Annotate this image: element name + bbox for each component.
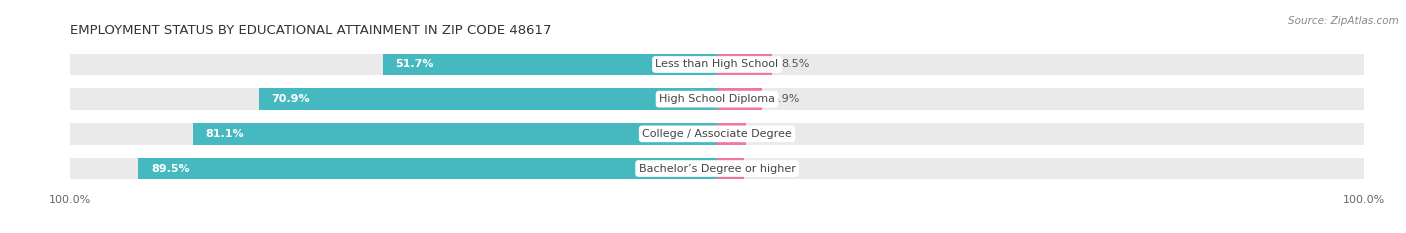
- Bar: [717, 88, 1364, 110]
- Bar: [382, 54, 717, 75]
- Bar: [717, 158, 744, 179]
- Bar: [717, 123, 1364, 145]
- Bar: [70, 54, 717, 75]
- Bar: [717, 88, 762, 110]
- Bar: [138, 158, 717, 179]
- Text: 8.5%: 8.5%: [782, 59, 810, 69]
- Text: 4.5%: 4.5%: [756, 129, 785, 139]
- Bar: [717, 123, 747, 145]
- Bar: [717, 158, 1364, 179]
- Legend: In Labor Force, Unemployed: In Labor Force, Unemployed: [607, 230, 827, 233]
- Text: 81.1%: 81.1%: [205, 129, 245, 139]
- Text: 51.7%: 51.7%: [395, 59, 434, 69]
- Text: 6.9%: 6.9%: [772, 94, 800, 104]
- Text: Bachelor’s Degree or higher: Bachelor’s Degree or higher: [638, 164, 796, 174]
- Text: High School Diploma: High School Diploma: [659, 94, 775, 104]
- Text: College / Associate Degree: College / Associate Degree: [643, 129, 792, 139]
- Bar: [259, 88, 717, 110]
- Text: Less than High School: Less than High School: [655, 59, 779, 69]
- Bar: [70, 158, 717, 179]
- Text: EMPLOYMENT STATUS BY EDUCATIONAL ATTAINMENT IN ZIP CODE 48617: EMPLOYMENT STATUS BY EDUCATIONAL ATTAINM…: [70, 24, 551, 37]
- Text: 89.5%: 89.5%: [152, 164, 190, 174]
- Bar: [70, 88, 717, 110]
- Bar: [193, 123, 717, 145]
- Bar: [717, 54, 1364, 75]
- Text: 70.9%: 70.9%: [271, 94, 311, 104]
- Bar: [70, 123, 717, 145]
- Text: 4.2%: 4.2%: [754, 164, 782, 174]
- Text: Source: ZipAtlas.com: Source: ZipAtlas.com: [1288, 16, 1399, 26]
- Bar: [717, 54, 772, 75]
